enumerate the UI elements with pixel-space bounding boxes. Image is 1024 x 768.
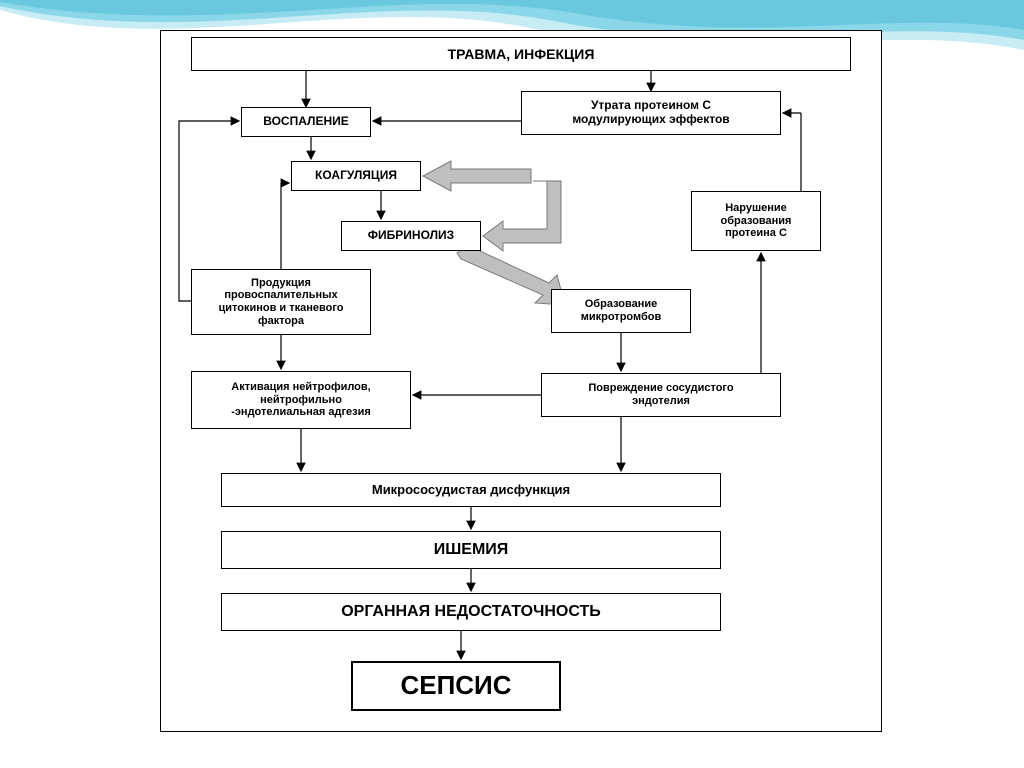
node-koag: КОАГУЛЯЦИЯ — [291, 161, 421, 191]
thick-arrow-proteinC-to-fibr — [483, 181, 561, 251]
node-trauma: ТРАВМА, ИНФЕКЦИЯ — [191, 37, 851, 71]
node-endoth: Повреждение сосудистогоэндотелия — [541, 373, 781, 417]
node-neutro: Активация нейтрофилов,нейтрофильно-эндот… — [191, 371, 411, 429]
node-narC: Нарушениеобразованияпротеина С — [691, 191, 821, 251]
node-microvasc: Микрососудистая дисфункция — [221, 473, 721, 507]
node-sepsis: СЕПСИС — [351, 661, 561, 711]
node-fibr: ФИБРИНОЛИЗ — [341, 221, 481, 251]
node-cytokines: Продукцияпровоспалительныхцитокинов и тк… — [191, 269, 371, 335]
thick-arrow-proteinC-to-koag — [423, 161, 531, 191]
node-proteinC: Утрата протеином Смодулирующих эффектов — [521, 91, 781, 135]
diagram-frame: ТРАВМА, ИНФЕКЦИЯ ВОСПАЛЕНИЕ Утрата проте… — [160, 30, 882, 732]
node-vospal: ВОСПАЛЕНИЕ — [241, 107, 371, 137]
thick-arrow-fibr-to-microtromb — [457, 245, 565, 305]
node-organ: ОРГАННАЯ НЕДОСТАТОЧНОСТЬ — [221, 593, 721, 631]
node-microtromb: Образованиемикротромбов — [551, 289, 691, 333]
node-ischemia: ИШЕМИЯ — [221, 531, 721, 569]
